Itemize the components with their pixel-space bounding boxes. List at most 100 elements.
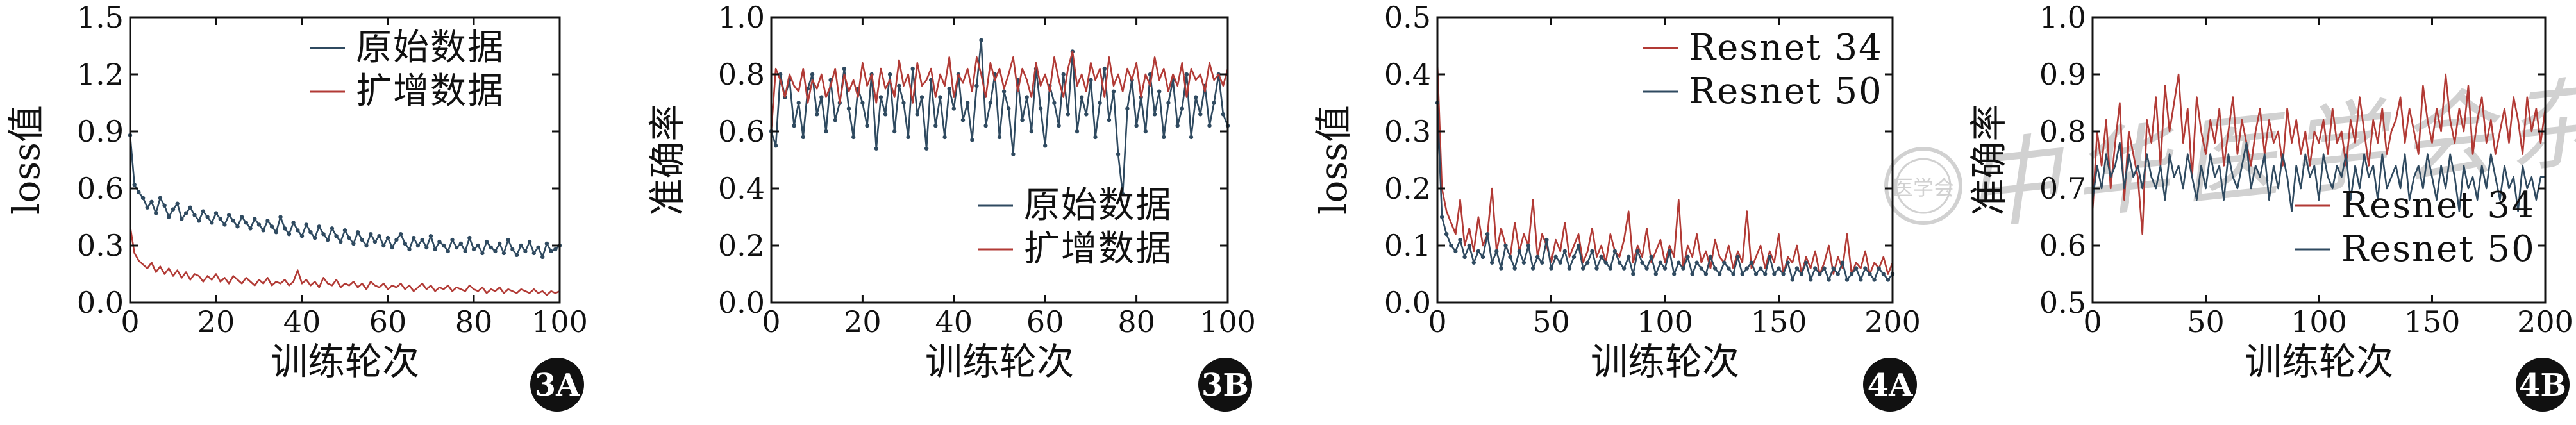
x-tick-label: 200 — [2517, 304, 2573, 339]
data-point-3b-0-80 — [1134, 123, 1139, 128]
data-point-4a-1-87 — [1831, 266, 1836, 271]
data-point-4a-1-74 — [1772, 272, 1777, 276]
data-point-3a-0-70 — [428, 234, 433, 238]
data-point-4a-1-13 — [1494, 249, 1499, 254]
data-point-4a-1-20 — [1526, 243, 1531, 248]
data-point-3b-0-21 — [865, 123, 869, 128]
data-point-3b-0-76 — [1116, 152, 1121, 156]
data-point-4a-1-75 — [1777, 266, 1781, 271]
data-point-4a-1-61 — [1712, 266, 1718, 271]
data-point-3b-0-78 — [1125, 106, 1130, 111]
data-point-4a-1-86 — [1827, 278, 1831, 282]
data-point-3a-0-28 — [248, 226, 253, 231]
data-point-4a-1-1 — [1439, 215, 1444, 219]
data-point-3a-0-26 — [240, 215, 244, 219]
data-point-3a-0-24 — [231, 219, 235, 223]
legend-label: Resnet 34 — [1689, 27, 1883, 69]
data-point-4a-1-36 — [1599, 254, 1603, 259]
x-tick-label: 80 — [1117, 304, 1155, 339]
data-point-3b-0-20 — [860, 101, 865, 105]
data-point-3a-0-60 — [385, 235, 390, 240]
data-point-3b-0-32 — [915, 112, 920, 117]
series-line-3a-1 — [129, 226, 560, 296]
x-axis-label: 训练轮次 — [2245, 340, 2393, 383]
data-point-3a-0-90 — [514, 253, 519, 257]
data-point-3a-0-95 — [536, 245, 540, 250]
data-point-3b-0-29 — [901, 101, 906, 105]
data-point-4a-1-16 — [1508, 254, 1512, 259]
data-point-4a-1-71 — [1758, 266, 1763, 271]
x-tick-label: 40 — [283, 304, 321, 339]
x-tick-label: 0 — [2083, 304, 2102, 339]
data-point-4a-1-68 — [1744, 266, 1749, 271]
data-point-3b-0-90 — [1180, 106, 1185, 111]
data-point-3a-0-44 — [317, 224, 321, 229]
data-point-4a-1-64 — [1727, 266, 1731, 271]
data-point-3b-0-38 — [942, 135, 947, 140]
data-point-3b-0-48 — [988, 101, 993, 105]
data-point-3b-0-56 — [1025, 95, 1029, 99]
data-point-4a-1-54 — [1681, 266, 1685, 271]
data-point-3b-0-5 — [792, 123, 796, 128]
x-tick-label: 100 — [1637, 304, 1693, 339]
data-point-4a-1-27 — [1558, 260, 1562, 265]
data-point-3b-0-17 — [846, 106, 851, 111]
series-line-4b-0 — [2091, 73, 2547, 235]
data-point-4a-1-12 — [1490, 260, 1494, 265]
data-point-3a-0-59 — [381, 243, 386, 248]
data-point-3a-0-96 — [540, 254, 545, 259]
data-point-4a-1-97 — [1877, 266, 1881, 271]
data-point-3b-0-71 — [1093, 135, 1098, 140]
panel-badge — [2516, 358, 2570, 412]
data-point-3a-0-55 — [364, 243, 369, 248]
y-tick-label: 0.5 — [2039, 285, 2086, 320]
data-point-3a-0-31 — [261, 228, 265, 233]
data-point-3b-0-86 — [1162, 135, 1166, 140]
watermark-seal-inner — [1895, 158, 1952, 214]
data-point-3b-0-14 — [833, 118, 837, 122]
data-point-4a-1-82 — [1809, 278, 1813, 282]
data-point-3b-0-50 — [997, 135, 1002, 140]
data-point-3a-0-67 — [415, 243, 421, 248]
data-point-3a-0-32 — [265, 219, 270, 223]
legend-label: Resnet 50 — [1689, 71, 1883, 112]
y-tick-label: 1.0 — [718, 0, 765, 35]
data-point-3b-0-9 — [810, 72, 815, 77]
data-point-3b-0-34 — [924, 146, 929, 151]
x-tick-label: 0 — [121, 304, 139, 339]
data-point-4a-1-60 — [1708, 254, 1713, 259]
data-point-3b-0-43 — [966, 101, 970, 105]
x-tick-label: 150 — [1751, 304, 1807, 339]
data-point-3b-0-84 — [1152, 112, 1157, 117]
data-point-3a-0-46 — [326, 237, 330, 242]
data-point-3a-0-58 — [377, 234, 381, 238]
y-tick-label: 0.2 — [1384, 171, 1431, 206]
data-point-3b-0-6 — [796, 101, 801, 105]
data-point-3a-0-51 — [347, 235, 351, 240]
data-point-3a-0-77 — [458, 241, 464, 246]
data-point-3b-0-24 — [878, 95, 883, 99]
data-point-4a-1-7 — [1467, 243, 1471, 248]
data-point-4a-1-58 — [1699, 266, 1703, 271]
data-point-3b-0-85 — [1157, 89, 1162, 94]
data-point-3b-0-45 — [974, 83, 979, 88]
data-point-4a-1-38 — [1608, 266, 1612, 271]
data-point-4a-1-55 — [1685, 254, 1690, 259]
x-axis-label: 训练轮次 — [925, 340, 1074, 383]
y-tick-label: 0.1 — [1384, 228, 1431, 263]
watermark-seal-text: 医学会 — [1893, 176, 1954, 200]
data-point-3a-0-45 — [321, 232, 326, 237]
data-point-4a-1-98 — [1881, 272, 1886, 276]
data-point-3a-0-9 — [167, 215, 171, 219]
series-line-3b-1 — [770, 51, 1229, 132]
data-point-3b-0-1 — [773, 144, 778, 148]
data-point-3b-0-36 — [933, 123, 938, 128]
y-tick-label: 0.6 — [77, 171, 124, 206]
data-point-3a-0-79 — [467, 235, 472, 240]
data-point-4a-1-44 — [1635, 249, 1640, 254]
chart-panel-4a: 0 50 100 150 200 0.0 0.1 0.2 0.3 0.4 0.5 训练轮次 loss值 R… — [1312, 0, 1921, 412]
data-point-3a-0-83 — [484, 239, 489, 244]
data-point-4a-1-78 — [1790, 278, 1794, 282]
data-point-3a-0-49 — [339, 239, 343, 244]
